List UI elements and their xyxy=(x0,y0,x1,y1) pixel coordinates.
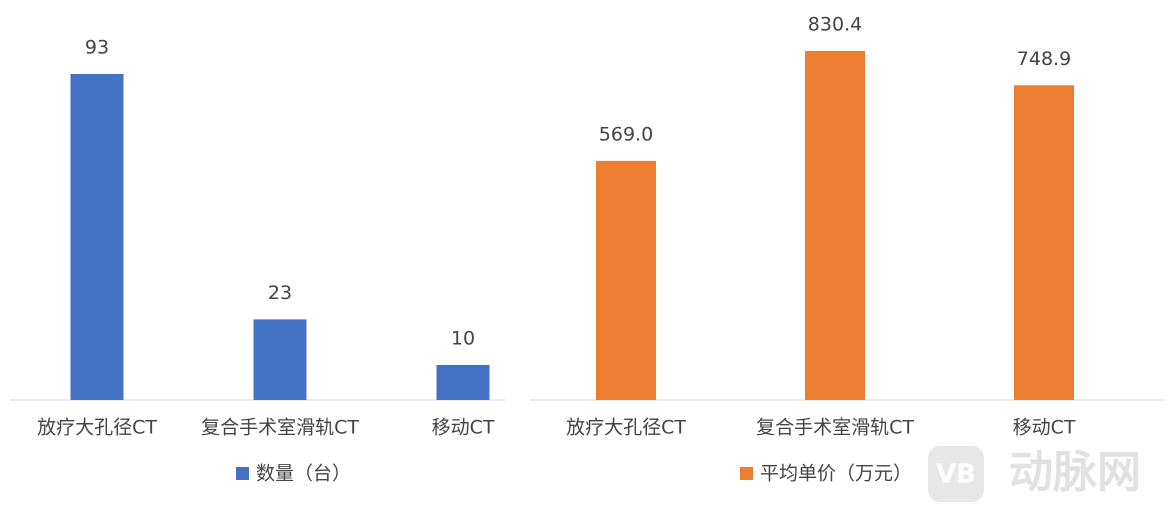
data-label: 569.0 xyxy=(599,123,653,145)
data-label: 748.9 xyxy=(1017,48,1071,70)
bar xyxy=(436,364,490,400)
legend-swatch xyxy=(740,467,753,480)
legend-label: 平均单价（万元） xyxy=(760,463,912,485)
x-tick-label: 放疗大孔径CT xyxy=(37,417,157,439)
bar xyxy=(1014,85,1074,400)
x-tick-label: 移动CT xyxy=(432,417,495,439)
x-tick-label: 复合手术室滑轨CT xyxy=(201,417,359,439)
data-label: 830.4 xyxy=(808,14,862,36)
data-label: 10 xyxy=(451,327,475,349)
bar xyxy=(805,51,865,400)
data-label: 93 xyxy=(85,37,109,59)
bar xyxy=(70,74,124,400)
watermark-logo-box xyxy=(928,446,984,502)
x-tick-label: 复合手术室滑轨CT xyxy=(756,417,914,439)
watermark: VB 动脉网 xyxy=(928,446,1141,502)
x-tick-label: 移动CT xyxy=(1013,417,1076,439)
legend-label: 数量（台） xyxy=(256,463,351,485)
bar xyxy=(596,160,656,400)
watermark-logo: VB xyxy=(936,460,976,490)
data-label: 23 xyxy=(268,282,292,304)
bar xyxy=(253,319,307,400)
watermark-text: 动脉网 xyxy=(1009,447,1141,498)
legend-swatch xyxy=(236,467,249,480)
x-tick-label: 放疗大孔径CT xyxy=(566,417,686,439)
